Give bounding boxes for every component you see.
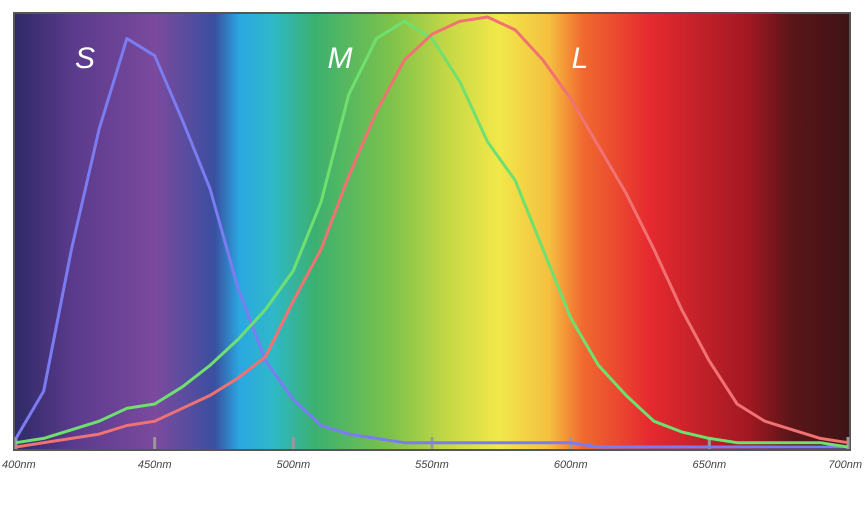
x-tick-label: 600nm (554, 459, 588, 471)
x-tick-label: 500nm (277, 459, 311, 471)
series-line (15, 19, 849, 449)
x-tick-label: 400nm (2, 459, 36, 471)
plot-area (13, 12, 851, 451)
series-label: S (75, 42, 95, 75)
x-tick-label: 550nm (415, 459, 449, 471)
x-tick-label: 650nm (693, 459, 727, 471)
series-line (14, 37, 848, 449)
series-label: M (328, 42, 353, 75)
series-line (15, 15, 849, 449)
x-tick-label: 450nm (138, 459, 172, 471)
series-label: L (572, 42, 589, 75)
x-tick-label: 700nm (828, 459, 862, 471)
